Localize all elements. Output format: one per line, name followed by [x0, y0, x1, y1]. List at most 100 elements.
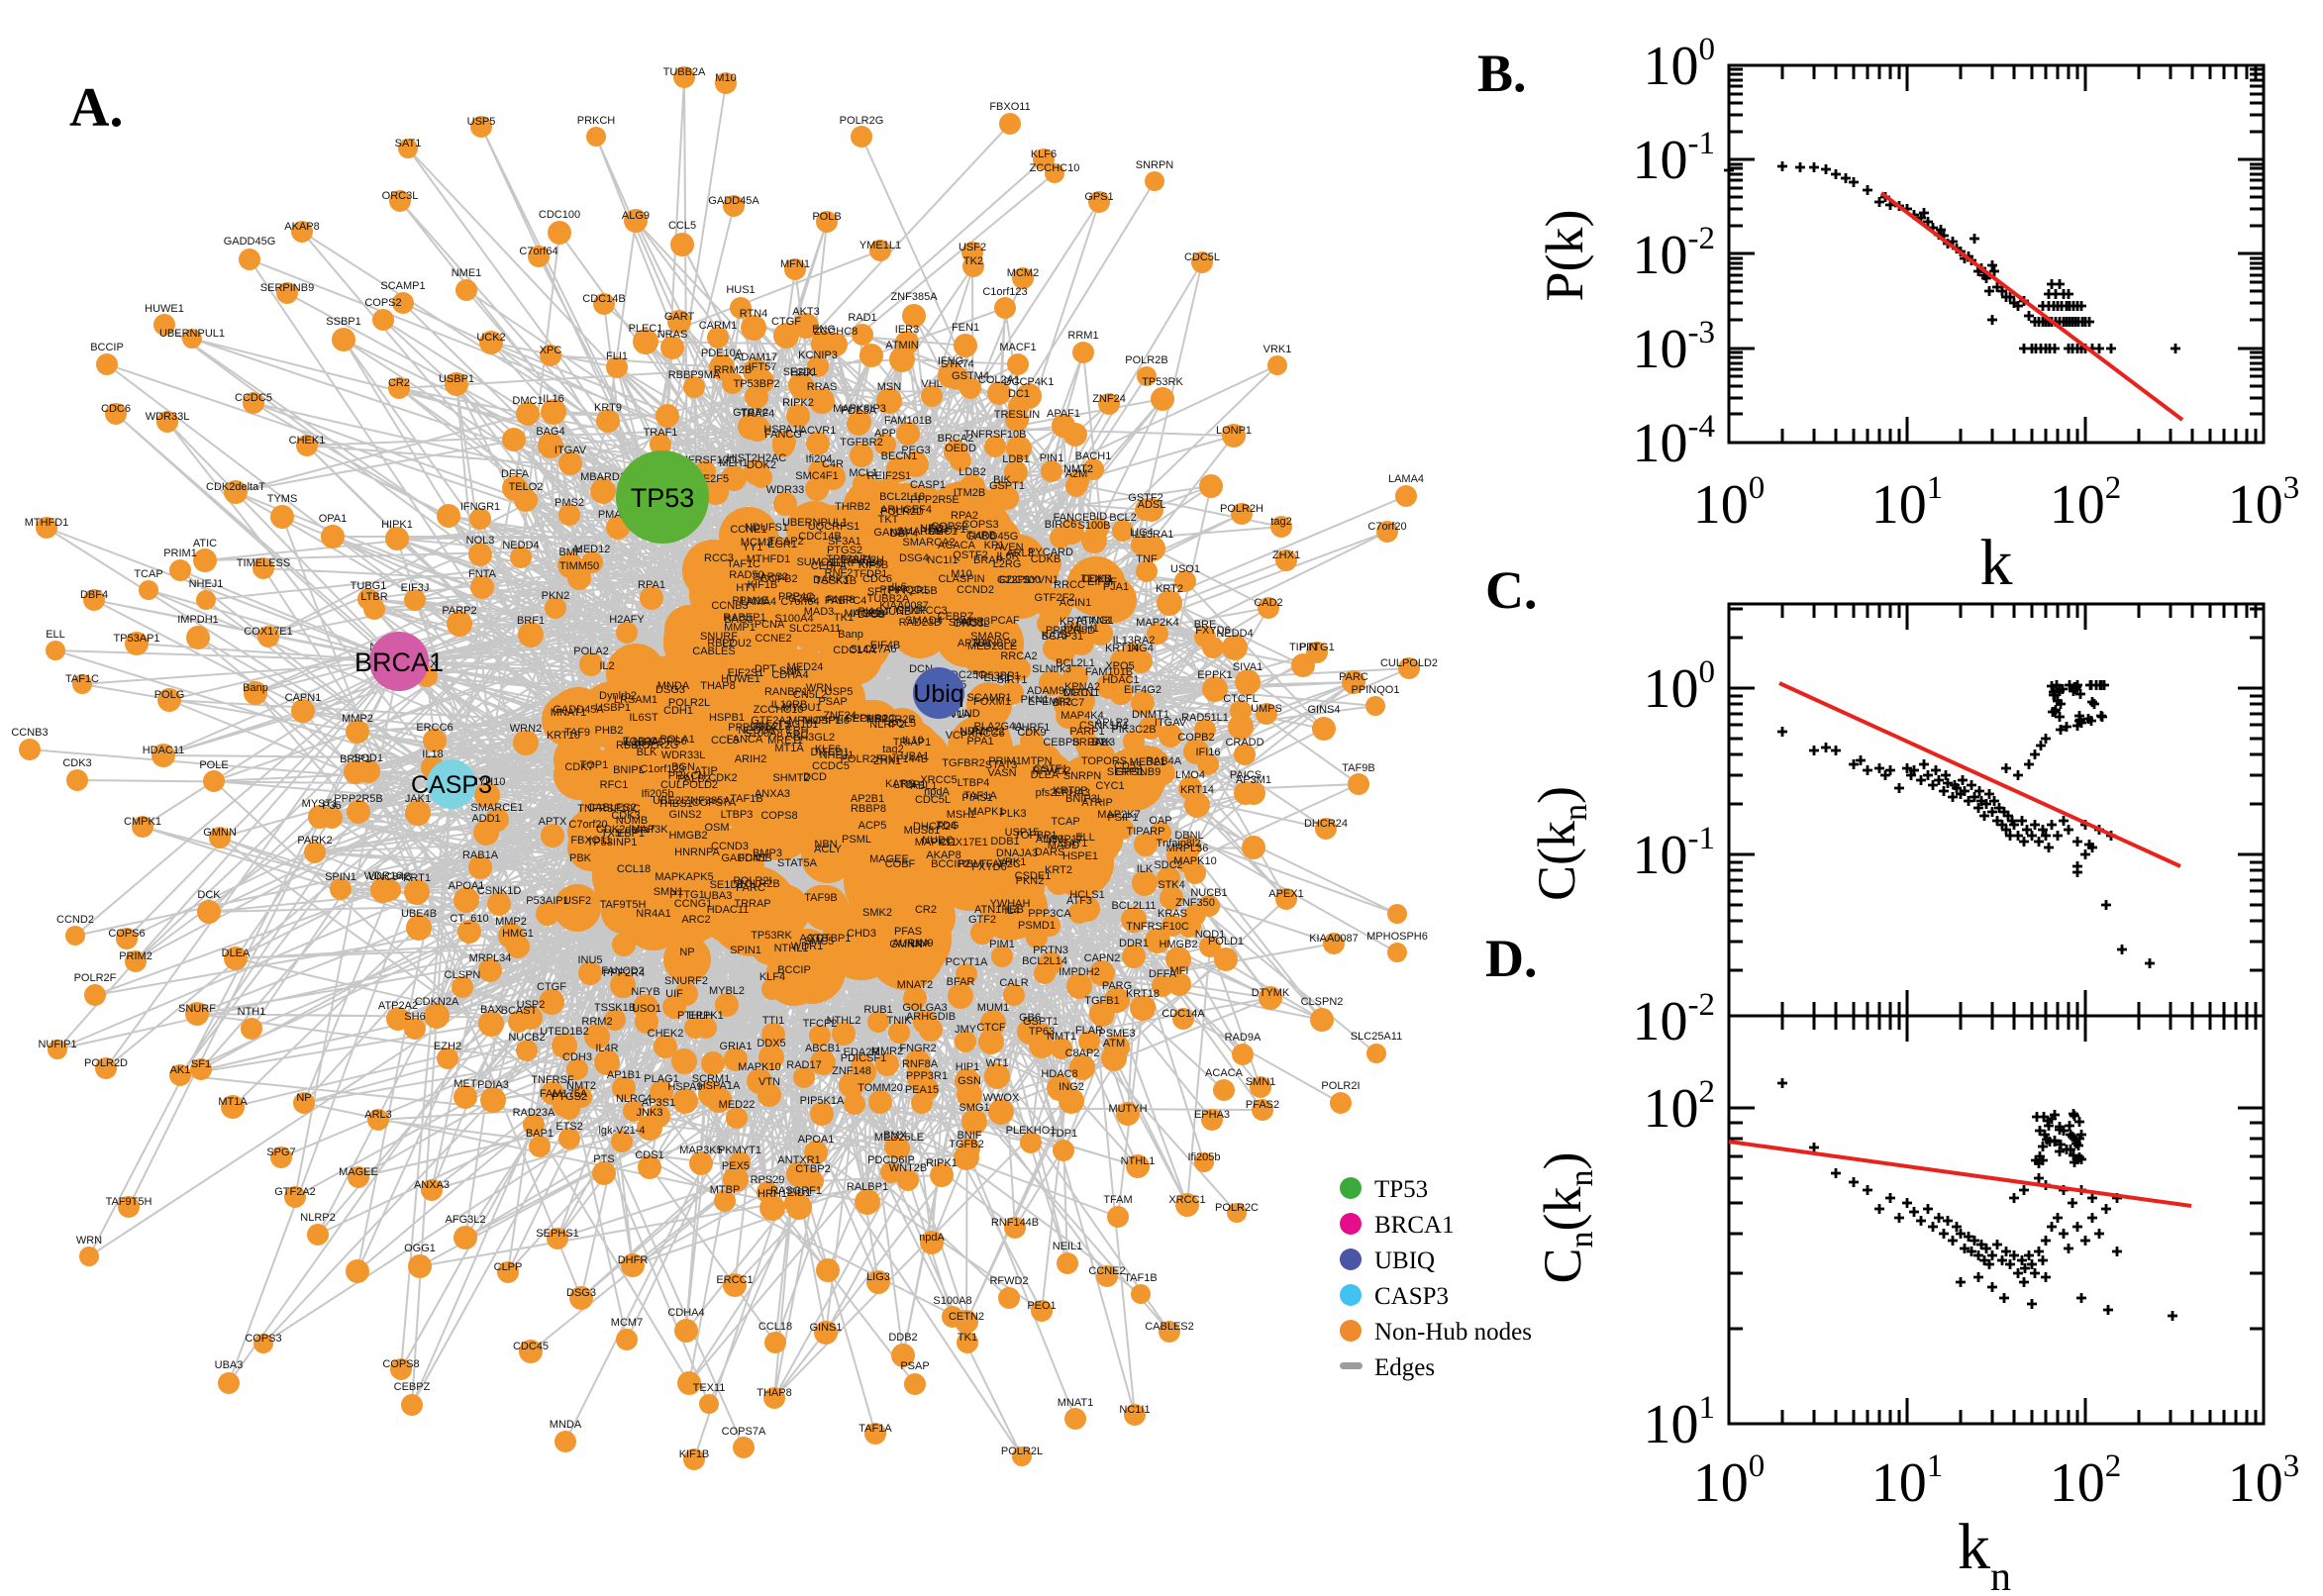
- svg-text:FXYD6: FXYD6: [971, 861, 1006, 873]
- svg-text:ARL3: ARL3: [1006, 548, 1034, 559]
- svg-text:CSNK1A1: CSNK1A1: [1079, 720, 1129, 732]
- svg-text:COPS7A: COPS7A: [692, 797, 737, 809]
- svg-text:STK74: STK74: [941, 358, 974, 370]
- svg-text:FANCA: FANCA: [727, 734, 763, 746]
- svg-text:GOLGA3: GOLGA3: [902, 1002, 947, 1014]
- svg-text:NDUFS1: NDUFS1: [745, 522, 788, 534]
- svg-text:TGFBR2: TGFBR2: [840, 437, 882, 449]
- svg-text:TX5: TX5: [601, 828, 621, 840]
- svg-text:KP1: KP1: [984, 540, 1005, 551]
- svg-text:CTCF: CTCF: [976, 1022, 1006, 1034]
- svg-text:TFDP1: TFDP1: [854, 568, 888, 580]
- svg-text:PRKCH: PRKCH: [668, 770, 707, 782]
- svg-text:DCK: DCK: [197, 889, 221, 901]
- svg-text:LTBP1: LTBP1: [894, 779, 927, 791]
- svg-text:COPS3: COPS3: [961, 519, 998, 531]
- svg-text:CTGF: CTGF: [537, 981, 566, 993]
- svg-text:M10: M10: [715, 72, 736, 84]
- svg-text:CAPN1: CAPN1: [285, 692, 322, 704]
- svg-text:SCAMP1: SCAMP1: [966, 692, 1011, 704]
- svg-text:QSTF2: QSTF2: [953, 549, 987, 561]
- svg-text:TOMM20: TOMM20: [858, 1082, 903, 1094]
- svg-text:YME1L1: YME1L1: [859, 240, 901, 251]
- svg-text:TIMM50: TIMM50: [559, 560, 599, 572]
- svg-text:CCND2: CCND2: [56, 914, 94, 926]
- svg-text:FLI1: FLI1: [606, 350, 628, 362]
- svg-text:S100B: S100B: [1077, 520, 1110, 532]
- svg-text:ANTXR1: ANTXR1: [777, 1154, 820, 1166]
- svg-text:TP63: TP63: [1029, 1026, 1055, 1038]
- svg-text:UIF: UIF: [665, 988, 683, 1000]
- svg-text:TAF9T5H: TAF9T5H: [106, 1196, 152, 1208]
- svg-text:CCNE2: CCNE2: [1088, 1265, 1125, 1277]
- svg-text:NFYB: NFYB: [631, 986, 659, 998]
- svg-text:PIAS4: PIAS4: [858, 606, 888, 618]
- svg-text:SDC2: SDC2: [1154, 859, 1182, 871]
- svg-text:C1orf123: C1orf123: [982, 286, 1027, 298]
- svg-text:DNMT1: DNMT1: [1132, 709, 1169, 721]
- svg-text:IER3: IER3: [895, 324, 919, 336]
- svg-text:KIF5B: KIF5B: [858, 559, 889, 571]
- svg-text:SH3GL2: SH3GL2: [793, 732, 835, 744]
- svg-text:SMARCB: SMARCB: [896, 526, 943, 538]
- svg-text:UBA3: UBA3: [704, 890, 733, 902]
- svg-text:COPS8: COPS8: [760, 810, 797, 822]
- svg-text:AP2B1: AP2B1: [851, 793, 884, 805]
- svg-text:ATF3: ATF3: [1066, 895, 1092, 907]
- svg-text:XRCC6: XRCC6: [967, 728, 1004, 740]
- svg-text:POLR2F: POLR2F: [841, 753, 883, 765]
- svg-text:WDR1: WDR1: [791, 941, 823, 952]
- svg-text:NOL3: NOL3: [466, 535, 495, 547]
- svg-text:ING2: ING2: [1059, 1081, 1084, 1093]
- svg-text:HRH1: HRH1: [758, 1188, 787, 1200]
- svg-text:ARIH2: ARIH2: [735, 753, 766, 765]
- svg-text:MTPN: MTPN: [1021, 755, 1052, 767]
- svg-text:ITGAV: ITGAV: [1155, 717, 1187, 729]
- svg-text:XCTBP1: XCTBP1: [809, 933, 852, 945]
- svg-text:POLR2C: POLR2C: [1215, 1202, 1259, 1214]
- svg-text:RRAS: RRAS: [807, 381, 838, 393]
- svg-text:KRT18: KRT18: [1126, 988, 1160, 1000]
- svg-text:ARHGEF4: ARHGEF4: [880, 504, 932, 516]
- svg-text:AFG3L2: AFG3L2: [446, 1214, 486, 1226]
- svg-text:CCNG1: CCNG1: [674, 898, 713, 910]
- svg-text:LTBR: LTBR: [360, 591, 387, 603]
- svg-text:EIF3F: EIF3F: [1087, 576, 1117, 588]
- svg-text:CCND3: CCND3: [711, 841, 749, 852]
- svg-text:USP2: USP2: [517, 999, 546, 1011]
- svg-text:GSTM4: GSTM4: [952, 370, 989, 382]
- svg-text:GTF2: GTF2: [968, 914, 996, 926]
- svg-text:DSG3: DSG3: [656, 684, 685, 696]
- svg-text:SERPINB9: SERPINB9: [1107, 766, 1161, 778]
- svg-text:CARM1: CARM1: [699, 320, 738, 332]
- svg-text:PPP2R5B: PPP2R5B: [334, 793, 383, 805]
- svg-text:RIPK2: RIPK2: [782, 397, 814, 409]
- svg-text:BCL2L10: BCL2L10: [879, 491, 925, 503]
- svg-text:GTF2A2: GTF2A2: [274, 1186, 316, 1198]
- svg-text:KRT5: KRT5: [1060, 616, 1087, 628]
- svg-text:HSPB1: HSPB1: [709, 712, 745, 724]
- svg-text:TNFRSF: TNFRSF: [531, 1074, 574, 1086]
- svg-text:RAD1: RAD1: [848, 312, 876, 324]
- svg-text:GSTF2: GSTF2: [1128, 492, 1162, 504]
- svg-text:NC1I1: NC1I1: [927, 554, 958, 566]
- svg-text:WT1: WT1: [985, 1057, 1008, 1069]
- svg-text:POLG: POLG: [154, 689, 185, 701]
- svg-text:TYMS: TYMS: [267, 493, 298, 505]
- svg-text:CCNB3: CCNB3: [11, 727, 48, 739]
- svg-text:KRT2: KRT2: [1045, 864, 1072, 876]
- svg-text:PSME3: PSME3: [1098, 1028, 1135, 1040]
- svg-text:PDE10A: PDE10A: [701, 348, 744, 359]
- svg-text:GTBP2: GTBP2: [733, 407, 768, 419]
- svg-text:BCL2: BCL2: [1109, 512, 1137, 524]
- svg-text:HIP1: HIP1: [956, 1061, 979, 1073]
- svg-text:PKMYT1: PKMYT1: [718, 1145, 761, 1156]
- svg-text:PPP2R2B: PPP2R2B: [866, 714, 916, 726]
- svg-text:PSMD1: PSMD1: [1018, 920, 1056, 932]
- svg-text:CDK2deltaT: CDK2deltaT: [596, 824, 656, 836]
- svg-text:POLR2B: POLR2B: [1125, 354, 1167, 366]
- svg-text:MRE11: MRE11: [767, 735, 803, 747]
- svg-text:DCCP4K1: DCCP4K1: [1004, 376, 1055, 388]
- svg-text:CDK8: CDK8: [1081, 573, 1110, 585]
- svg-text:LIG4: LIG4: [1130, 527, 1154, 539]
